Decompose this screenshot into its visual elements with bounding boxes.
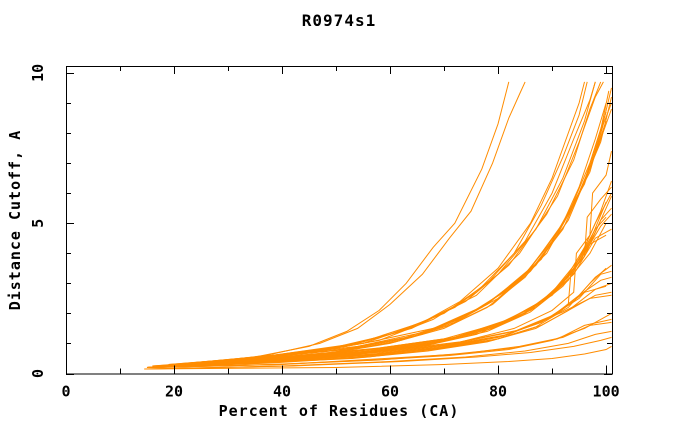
plot-frame (66, 66, 613, 375)
x-tick-label: 40 (273, 383, 291, 401)
x-tick-label: 100 (593, 383, 620, 401)
series-line (163, 228, 612, 367)
series-line (146, 81, 510, 368)
chart-title: R0974s1 (302, 11, 376, 30)
x-tick-label: 20 (165, 383, 183, 401)
series-line (152, 222, 607, 368)
series-line (152, 81, 526, 367)
series-line (163, 96, 612, 367)
series-line (144, 345, 612, 370)
axes-frame (66, 66, 613, 375)
series-line (157, 81, 588, 367)
y-tick-label: 5 (29, 219, 47, 228)
series-line (152, 291, 612, 368)
y-tick-label: 10 (29, 64, 47, 82)
series-lines (144, 81, 612, 370)
series-line (152, 120, 607, 367)
series-line (173, 102, 612, 365)
series-line (146, 282, 612, 368)
x-tick-label: 0 (61, 383, 70, 401)
x-axis-label: Percent of Residues (CA) (219, 402, 460, 420)
series-line (157, 321, 612, 368)
tick-labels: 0 20 40 60 80 100 0 5 10 (29, 64, 620, 401)
x-tick-label: 80 (489, 383, 507, 401)
series-line (173, 294, 612, 365)
series-line (157, 108, 612, 368)
y-tick-label: 0 (29, 369, 47, 378)
x-tick-label: 60 (381, 383, 399, 401)
series-line (152, 111, 607, 368)
series-line (146, 336, 612, 370)
y-axis-label: Distance Cutoff, A (6, 130, 24, 311)
series-line (152, 186, 612, 368)
series-line (146, 81, 585, 368)
